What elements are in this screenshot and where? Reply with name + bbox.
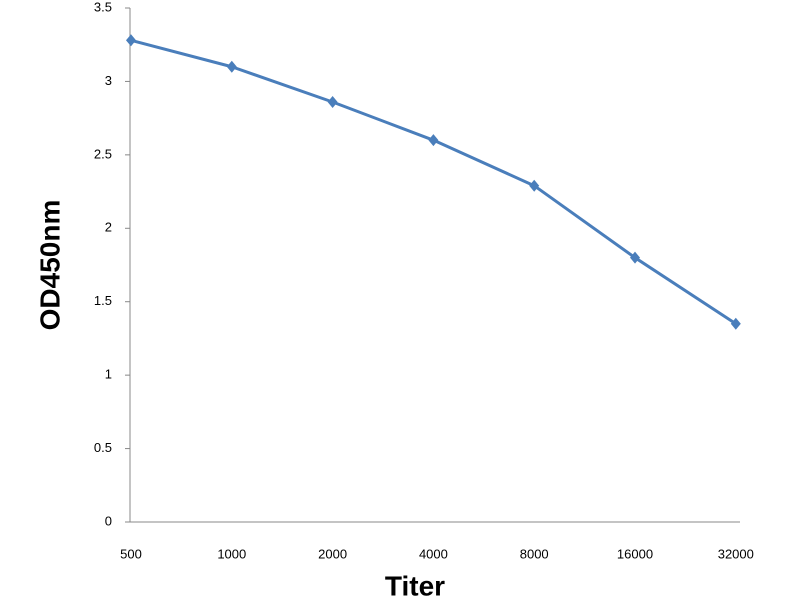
series-line [130,38,737,325]
point-marker [226,60,237,73]
y-tick-label: 1.5 [94,293,112,308]
y-tick-label: 3 [105,73,112,88]
x-axis-title: Titer [385,570,445,600]
x-tick-label: 8000 [520,546,549,561]
y-tick-label: 2 [105,220,112,235]
x-tick-label: 16000 [617,546,653,561]
y-tick-label: 1 [105,367,112,382]
point-marker [630,251,640,264]
x-tick-label: 500 [120,546,142,561]
y-axis-title: OD450nm [34,200,65,331]
y-tick-label: 0 [105,513,112,528]
y-tick-label: 0.5 [94,440,112,455]
y-tick-label: 3.5 [94,0,112,14]
point-marker [529,179,540,192]
x-tick-label: 32000 [718,546,754,561]
x-tick-label: 2000 [318,546,347,561]
x-tick-label: 4000 [419,546,448,561]
point-marker [327,95,338,108]
point-marker [126,34,136,47]
point-marker [428,134,439,147]
point-marker [730,317,741,330]
x-tick-label: 1000 [217,546,246,561]
y-tick-label: 2.5 [94,146,112,161]
